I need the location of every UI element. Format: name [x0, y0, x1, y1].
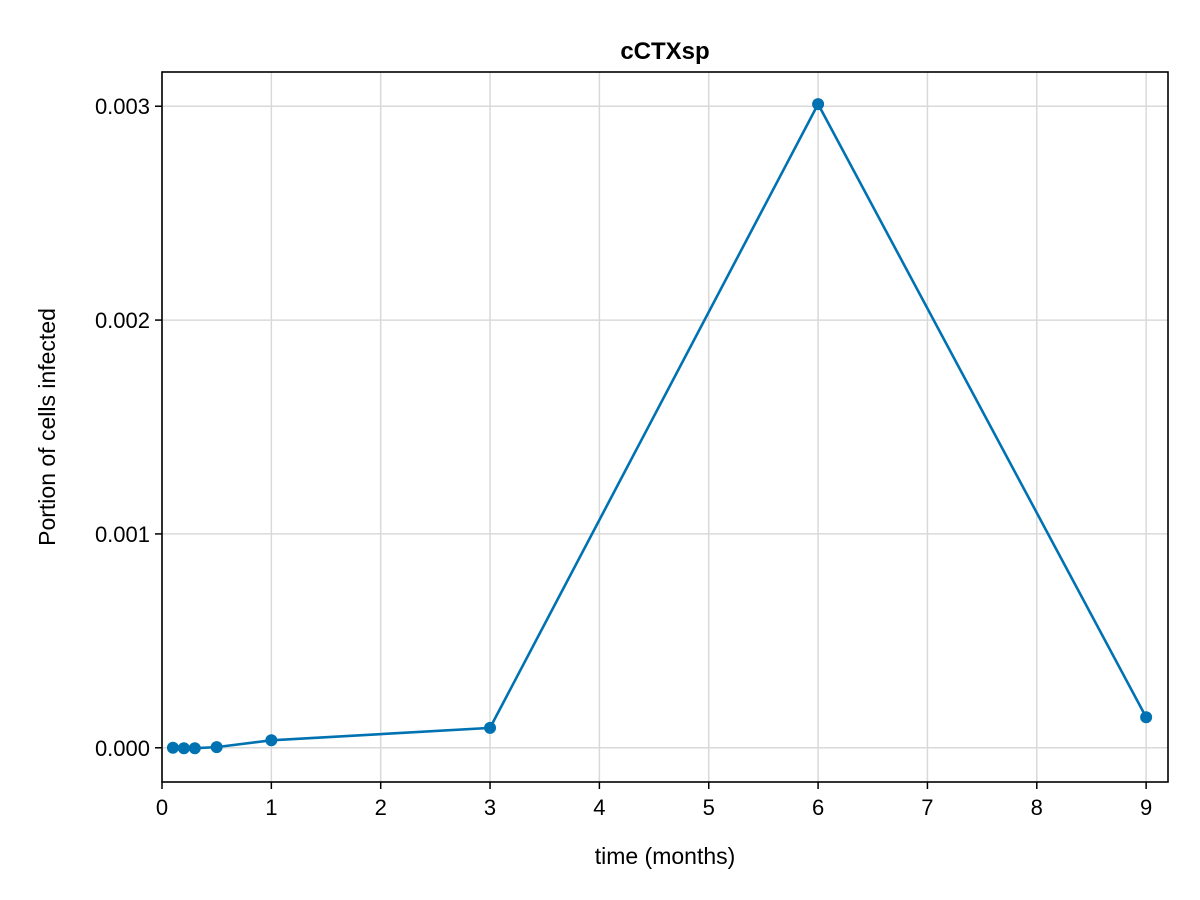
- x-tick-label: 1: [265, 795, 277, 820]
- data-point: [210, 741, 223, 754]
- data-point: [188, 742, 201, 755]
- y-tick-label: 0.000: [95, 736, 150, 761]
- data-point: [177, 742, 190, 755]
- x-tick-label: 8: [1031, 795, 1043, 820]
- data-point: [166, 741, 179, 754]
- chart-title: cCTXsp: [620, 38, 709, 65]
- data-point: [484, 721, 497, 734]
- grid: [161, 72, 1168, 782]
- data-point: [1140, 711, 1153, 724]
- x-tick-label: 4: [593, 795, 605, 820]
- x-tick-label: 0: [156, 795, 168, 820]
- x-tick-label: 9: [1140, 795, 1152, 820]
- data-point: [265, 734, 278, 747]
- x-tick-label: 6: [812, 795, 824, 820]
- data-point: [812, 98, 825, 111]
- x-axis-label: time (months): [595, 843, 736, 869]
- series-layer: [166, 98, 1153, 755]
- x-tick-label: 7: [921, 795, 933, 820]
- y-tick-label: 0.001: [95, 522, 150, 547]
- x-tick-label: 5: [703, 795, 715, 820]
- y-axis: 0.000 0.001 0.002 0.003: [95, 94, 162, 761]
- x-tick-label: 3: [484, 795, 496, 820]
- x-axis: 0 1 2 3 4 5 6 7 8 9: [156, 782, 1152, 820]
- plot-frame: [161, 71, 1169, 783]
- x-tick-label: 2: [375, 795, 387, 820]
- series-line: [172, 101, 1148, 750]
- y-tick-label: 0.002: [95, 308, 150, 333]
- y-tick-label: 0.003: [95, 94, 150, 119]
- y-axis-label: Portion of cells infected: [34, 308, 60, 546]
